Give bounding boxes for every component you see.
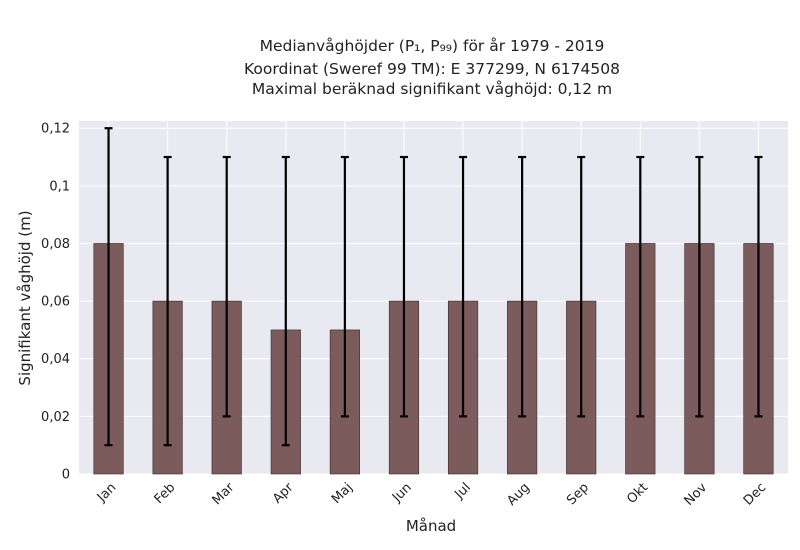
y-tick-label: 0,04 [41, 352, 70, 367]
error-bar-maj [340, 155, 349, 418]
y-tick-label: 0,08 [41, 237, 70, 252]
x-axis-label: Månad [406, 517, 456, 535]
error-bar-feb [163, 155, 172, 447]
error-bar-okt [636, 155, 645, 418]
x-axis-ticks: Jan Feb Mar Apr Maj Jun Jul Aug Sep Okt Nov Dec [94, 480, 769, 509]
x-tick-label-feb: Feb [152, 480, 179, 507]
title-line-3: Maximal beräknad signifikant våghöjd: 0,… [252, 80, 612, 98]
error-bar-nov [695, 155, 704, 418]
x-tick-label-okt: Okt [624, 480, 651, 507]
error-bar-dec [754, 155, 763, 418]
x-tick-label-mar: Mar [210, 480, 238, 508]
title-line-1: Medianvåghöjder (P₁, P₉₉) för år 1979 - … [260, 37, 605, 55]
x-tick-label-jul: Jul [451, 480, 473, 502]
y-tick-label: 0,12 [41, 122, 70, 137]
error-bar-jul [459, 155, 468, 418]
y-tick-label: 0,02 [41, 410, 70, 425]
x-tick-label-sep: Sep [564, 480, 592, 508]
x-tick-label-jan: Jan [94, 480, 119, 505]
error-bar-jan [104, 127, 113, 447]
error-bar-apr [281, 155, 290, 447]
y-axis-label: Signifikant våghöjd (m) [16, 210, 34, 385]
y-tick-label: 0,06 [41, 295, 70, 310]
plot-area [79, 121, 788, 474]
y-axis-ticks: 0 0,02 0,04 0,06 0,08 0,1 0,12 [41, 122, 70, 483]
error-bar-mar [222, 155, 231, 418]
x-tick-label-nov: Nov [682, 480, 711, 509]
x-tick-label-aug: Aug [504, 480, 533, 509]
x-tick-label-dec: Dec [741, 480, 769, 508]
error-bar-sep [577, 155, 586, 418]
x-tick-label-apr: Apr [270, 480, 297, 507]
chart-title: Medianvåghöjder (P₁, P₉₉) för år 1979 - … [244, 37, 620, 98]
y-tick-label: 0 [62, 468, 70, 483]
x-tick-label-jun: Jun [389, 480, 415, 506]
error-bar-aug [518, 155, 527, 418]
title-line-2: Koordinat (Sweref 99 TM): E 377299, N 61… [244, 60, 620, 78]
y-tick-label: 0,1 [49, 179, 70, 194]
error-bar-jun [399, 155, 408, 418]
error-bars [104, 127, 763, 447]
x-tick-label-maj: Maj [329, 480, 356, 507]
